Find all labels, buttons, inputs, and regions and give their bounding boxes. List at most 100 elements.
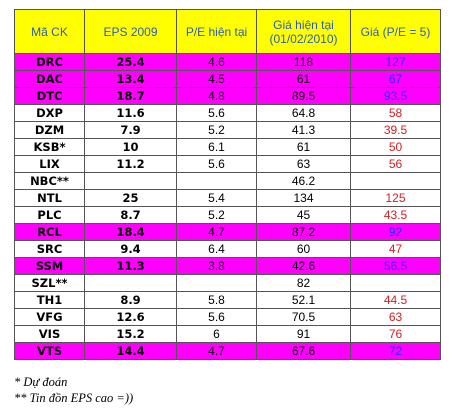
stock-code-cell: SZL** [14, 274, 85, 292]
eps-cell: 25 [84, 189, 177, 207]
eps-cell: 8.7 [84, 206, 177, 224]
pe-cell: 6.4 [176, 240, 257, 258]
pe-cell: 4.5 [176, 70, 257, 88]
price-cell: 46.2 [256, 172, 351, 190]
stock-code-cell: VIS [14, 325, 85, 343]
stock-code-cell: DRC [14, 53, 85, 71]
price-cell: 118 [256, 53, 351, 71]
stock-code-cell: DAC [14, 70, 85, 88]
table-row: DTC 18.7 4.8 89.5 93.5 [14, 87, 441, 105]
pe-cell: 6.1 [176, 138, 257, 156]
fair-price-cell: 58 [350, 104, 441, 122]
fair-price-cell: 56.5 [350, 257, 441, 275]
pe-cell: 3.8 [176, 257, 257, 275]
fair-price-cell: 39.5 [350, 121, 441, 139]
stock-code-cell: VTS [14, 342, 85, 360]
fair-price-cell: 63 [350, 308, 441, 326]
price-cell: 41.3 [256, 121, 351, 139]
eps-cell: 10 [84, 138, 177, 156]
fair-price-cell: 127 [350, 53, 441, 71]
stock-code-cell: NBC** [14, 172, 85, 190]
pe-cell [176, 274, 257, 292]
fair-price-cell: 93.5 [350, 87, 441, 105]
fair-price-cell: 67 [350, 70, 441, 88]
footnote-rumor: ** Tin đồn EPS cao =)) [14, 391, 134, 405]
pe-cell: 4.7 [176, 342, 257, 360]
stock-code-cell: PLC [14, 206, 85, 224]
price-cell: 63 [256, 155, 351, 173]
eps-cell: 15.2 [84, 325, 177, 343]
pe-cell: 4.6 [176, 53, 257, 71]
fair-price-cell: 76 [350, 325, 441, 343]
stock-code-cell: LIX [14, 155, 85, 173]
table-row: DAC 13.4 4.5 61 67 [14, 70, 441, 88]
pe-cell: 5.6 [176, 104, 257, 122]
header-row: Mã CK EPS 2009 P/E hiện tại Giá hiện tại… [14, 9, 441, 54]
eps-cell [84, 172, 177, 190]
stock-code-cell: NTL [14, 189, 85, 207]
eps-cell: 8.9 [84, 291, 177, 309]
stock-code-cell: KSB* [14, 138, 85, 156]
eps-cell [84, 274, 177, 292]
pe-cell: 4.7 [176, 223, 257, 241]
eps-cell: 11.6 [84, 104, 177, 122]
fair-price-cell: 92 [350, 223, 441, 241]
stock-table: Mã CK EPS 2009 P/E hiện tại Giá hiện tại… [14, 9, 441, 360]
stock-code-cell: TH1 [14, 291, 85, 309]
fair-price-cell [350, 172, 441, 190]
stock-code-cell: SRC [14, 240, 85, 258]
pe-cell: 5.8 [176, 291, 257, 309]
table-row: SSM 11.3 3.8 42.6 56.5 [14, 257, 441, 275]
table-header: Mã CK EPS 2009 P/E hiện tại Giá hiện tại… [14, 9, 441, 54]
eps-cell: 14.4 [84, 342, 177, 360]
price-cell: 134 [256, 189, 351, 207]
table-row: VTS 14.4 4.7 67.6 72 [14, 342, 441, 360]
fair-price-cell: 50 [350, 138, 441, 156]
eps-cell: 11.2 [84, 155, 177, 173]
price-cell: 70.5 [256, 308, 351, 326]
eps-cell: 12.6 [84, 308, 177, 326]
table-row: SRC 9.4 6.4 60 47 [14, 240, 441, 258]
fair-price-cell: 43.5 [350, 206, 441, 224]
table-row: NTL 25 5.4 134 125 [14, 189, 441, 207]
price-cell: 61 [256, 70, 351, 88]
pe-cell: 5.2 [176, 121, 257, 139]
stock-code-cell: DXP [14, 104, 85, 122]
pe-cell: 5.2 [176, 206, 257, 224]
footnote-forecast: * Dự đoán [14, 375, 68, 389]
price-cell: 52.1 [256, 291, 351, 309]
eps-cell: 7.9 [84, 121, 177, 139]
price-cell: 60 [256, 240, 351, 258]
fair-price-cell: 56 [350, 155, 441, 173]
table-row: KSB* 10 6.1 61 50 [14, 138, 441, 156]
table-row: TH1 8.9 5.8 52.1 44.5 [14, 291, 441, 309]
pe-cell [176, 172, 257, 190]
stock-code-cell: VFG [14, 308, 85, 326]
price-cell: 45 [256, 206, 351, 224]
price-cell: 64.8 [256, 104, 351, 122]
header-stock-code: Mã CK [14, 9, 85, 54]
eps-cell: 25.4 [84, 53, 177, 71]
table-row: PLC 8.7 5.2 45 43.5 [14, 206, 441, 224]
header-price-current: Giá hiện tại (01/02/2010) [256, 9, 351, 54]
pe-cell: 5.6 [176, 308, 257, 326]
fair-price-cell: 125 [350, 189, 441, 207]
table-row: VIS 15.2 6 91 76 [14, 325, 441, 343]
header-price-pe5: Giá (P/E = 5) [350, 9, 441, 54]
price-cell: 82 [256, 274, 351, 292]
table-body: DRC 25.4 4.6 118 127 DAC 13.4 4.5 61 67 DTC 18.7 4.8… [14, 53, 441, 360]
stock-code-cell: DTC [14, 87, 85, 105]
header-pe-current: P/E hiện tại [176, 9, 257, 54]
price-cell: 87.2 [256, 223, 351, 241]
price-cell: 91 [256, 325, 351, 343]
table-row: DXP 11.6 5.6 64.8 58 [14, 104, 441, 122]
eps-cell: 18.4 [84, 223, 177, 241]
eps-cell: 13.4 [84, 70, 177, 88]
price-cell: 89.5 [256, 87, 351, 105]
pe-cell: 5.6 [176, 155, 257, 173]
eps-cell: 18.7 [84, 87, 177, 105]
table-row: DRC 25.4 4.6 118 127 [14, 53, 441, 71]
fair-price-cell: 47 [350, 240, 441, 258]
table-row: LIX 11.2 5.6 63 56 [14, 155, 441, 173]
table-row: SZL** 82 [14, 274, 441, 292]
